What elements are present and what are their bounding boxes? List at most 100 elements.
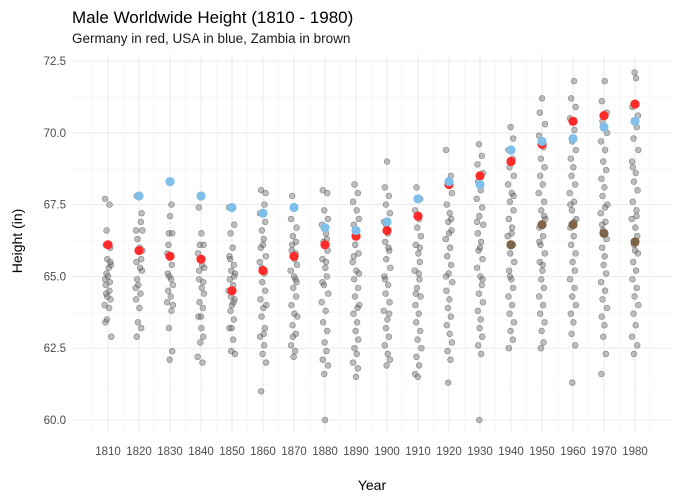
data-point-other (601, 322, 608, 329)
x-tick-label: 1940 (498, 446, 524, 458)
data-point-other (226, 324, 233, 332)
data-point-other (258, 313, 265, 320)
data-point-usa (351, 225, 361, 236)
data-point-usa (568, 133, 578, 144)
data-point-other (538, 276, 545, 283)
data-point-other (569, 258, 576, 266)
data-point-other (567, 310, 574, 317)
data-point-other (539, 181, 546, 188)
data-point-other (198, 284, 205, 292)
data-point-other (349, 198, 357, 205)
data-point-germany (382, 225, 392, 236)
data-point-other (633, 284, 641, 292)
data-point-other (136, 264, 144, 271)
data-point-other (414, 224, 421, 231)
data-point-other (293, 261, 301, 269)
data-point-other (537, 345, 545, 352)
data-point-other (508, 230, 515, 237)
data-point-germany (165, 251, 175, 261)
data-point-other (536, 310, 544, 317)
data-point-other (262, 287, 269, 294)
data-point-other (168, 261, 176, 269)
data-point-other (167, 293, 174, 300)
data-point-other (350, 276, 358, 283)
data-point-other (103, 316, 111, 323)
data-point-other (163, 299, 171, 306)
data-point-other (571, 126, 578, 134)
data-point-other (417, 232, 425, 240)
data-point-other (166, 356, 173, 363)
data-point-other (631, 293, 638, 300)
data-point-other (200, 333, 207, 340)
data-point-other (319, 187, 326, 194)
data-point-other (229, 244, 236, 251)
data-point-other (475, 290, 483, 297)
data-point-other (598, 98, 605, 105)
data-point-other (260, 235, 267, 243)
data-point-other (289, 232, 297, 240)
data-point-zambia (568, 220, 578, 230)
data-point-other (570, 319, 577, 326)
data-point-other (569, 293, 576, 300)
data-point-other (382, 290, 389, 297)
data-point-other (505, 293, 512, 300)
data-point-other (353, 207, 360, 214)
data-point-other (506, 198, 514, 205)
data-point-other (414, 336, 421, 343)
data-point-other (164, 270, 171, 277)
data-point-other (380, 307, 387, 315)
data-point-other (256, 258, 263, 266)
data-point-other (632, 322, 639, 329)
data-point-other (599, 296, 606, 303)
data-point-other (505, 345, 512, 352)
data-point-other (103, 227, 110, 234)
data-point-other (383, 362, 390, 369)
data-point-other (197, 339, 204, 346)
data-point-other (381, 342, 388, 349)
data-point-other (383, 158, 391, 165)
data-point-germany (103, 240, 113, 250)
data-point-other (635, 146, 642, 154)
data-point-other (474, 230, 481, 237)
data-point-other (287, 215, 295, 223)
data-point-other (633, 207, 640, 214)
data-point-other (258, 227, 266, 234)
data-point-other (132, 296, 140, 303)
data-point-other (540, 339, 547, 346)
data-point-other (508, 301, 516, 309)
data-point-other (259, 278, 266, 286)
data-point-other (598, 313, 605, 320)
y-tick-label: 65.0 (44, 271, 66, 283)
data-point-other (349, 359, 357, 366)
data-point-other (632, 267, 640, 274)
data-point-other (382, 201, 390, 208)
data-point-other (572, 301, 580, 309)
data-point-other (475, 247, 482, 254)
data-point-other (446, 244, 454, 251)
x-tick-label: 1920 (436, 446, 462, 458)
x-tick-label: 1950 (529, 446, 555, 458)
x-tick-label: 1900 (374, 446, 400, 458)
data-point-other (630, 135, 637, 142)
data-point-other (137, 290, 144, 297)
data-point-other (566, 189, 573, 197)
data-point-other (323, 347, 330, 355)
data-point-other (631, 69, 638, 76)
data-point-other (603, 270, 610, 277)
data-point-other (541, 164, 548, 171)
data-point-other (198, 230, 205, 237)
data-point-other (476, 324, 483, 332)
data-point-other (418, 345, 425, 352)
data-point-other (382, 324, 390, 332)
data-point-other (447, 313, 455, 320)
data-point-other (443, 201, 450, 208)
data-point-usa (599, 122, 609, 132)
data-point-other (479, 255, 486, 263)
data-point-other (261, 324, 269, 332)
data-point-other (600, 333, 607, 340)
data-point-other (632, 169, 639, 177)
data-point-other (445, 379, 452, 386)
data-point-other (351, 181, 358, 188)
data-point-other (478, 281, 486, 289)
data-point-other (567, 95, 575, 102)
